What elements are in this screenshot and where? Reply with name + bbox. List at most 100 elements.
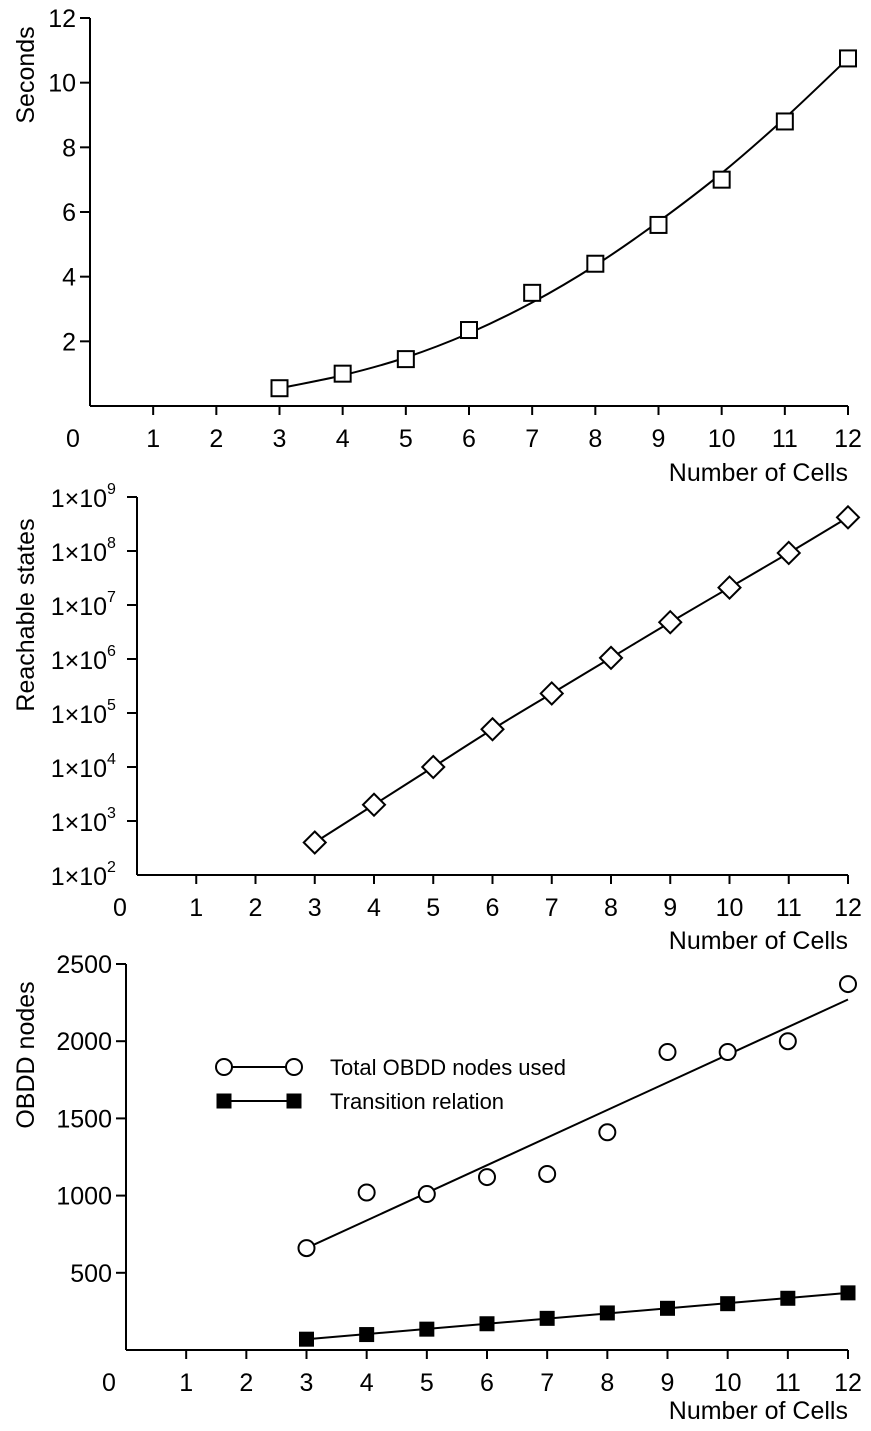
- x-tick-label: 3: [300, 1369, 314, 1397]
- x-tick-label: 9: [663, 894, 677, 922]
- legend-label: Transition relation: [330, 1089, 504, 1114]
- series-0-point: [357, 1183, 376, 1202]
- series-0-point: [598, 645, 624, 671]
- y-tick-label: 1×10: [51, 647, 107, 675]
- series-0-point: [598, 1123, 617, 1142]
- x-tick-label: 4: [336, 425, 350, 453]
- x-tick-label: 3: [308, 894, 322, 922]
- series-0-line: [314, 516, 849, 844]
- series-0-point: [480, 716, 505, 742]
- series-0-point: [712, 170, 731, 189]
- y-tick-label: 8: [62, 134, 76, 162]
- y-tick-exponent: 8: [107, 535, 116, 552]
- legend: Total OBDD nodes used Transition relation: [215, 1055, 566, 1114]
- series-1-point: [359, 1327, 375, 1343]
- x-tick-label: 8: [588, 425, 602, 453]
- x-tick-label: 11: [776, 894, 802, 922]
- y-tick-label: 2500: [56, 951, 112, 979]
- y-tick-exponent: 9: [107, 481, 116, 498]
- series-0-point: [839, 49, 857, 68]
- series-0-point: [539, 681, 565, 706]
- series-0-point: [361, 792, 387, 818]
- series-0-line: [306, 998, 849, 1250]
- series-0-line: [279, 57, 849, 390]
- x-tick-label: 2: [249, 894, 263, 922]
- series-0-point: [776, 540, 802, 566]
- y-tick-label: 1×10: [51, 863, 107, 891]
- x-axis-label: Number of Cells: [669, 927, 848, 955]
- y-tick-exponent: 4: [107, 751, 116, 768]
- x-tick-label: 1: [179, 1369, 193, 1397]
- series-0-point: [649, 215, 668, 234]
- series-1-point: [599, 1305, 615, 1321]
- x-tick-label: 7: [545, 894, 559, 922]
- y-tick-label: 1×10: [51, 701, 107, 729]
- y-axis-label: OBDD nodes: [12, 981, 40, 1128]
- y-tick-exponent: 2: [107, 859, 116, 876]
- legend-marker: [286, 1093, 302, 1109]
- y-tick-label: 12: [48, 5, 76, 33]
- series-0-point: [270, 379, 289, 398]
- series-0-point: [778, 1032, 797, 1051]
- x-tick-label: 5: [399, 425, 413, 453]
- y-axis-label: Seconds: [12, 26, 40, 123]
- y-tick-exponent: 3: [107, 805, 116, 822]
- series-0-point: [717, 575, 742, 601]
- series-0-point: [718, 1043, 737, 1062]
- y-tick-exponent: 7: [107, 589, 116, 606]
- y-tick-label: 1×10: [51, 755, 107, 783]
- x-tick-label: 7: [525, 425, 539, 453]
- series-0-point: [297, 1239, 316, 1258]
- x-tick-label: 3: [273, 425, 287, 453]
- x-tick-label: 0: [113, 894, 127, 922]
- x-tick-label: 9: [661, 1369, 675, 1397]
- x-tick-label: 11: [772, 425, 798, 453]
- series-1-line: [306, 1291, 849, 1341]
- series-1-point: [479, 1316, 495, 1332]
- series-0-point: [586, 254, 605, 273]
- x-tick-label: 6: [480, 1369, 494, 1397]
- y-tick-label: 2: [62, 328, 76, 356]
- series-1-point: [720, 1296, 736, 1312]
- x-tick-label: 1: [189, 894, 203, 922]
- x-tick-label: 12: [834, 894, 862, 922]
- y-tick-label: 4: [62, 264, 76, 292]
- y-tick-label: 1×10: [51, 593, 107, 621]
- series-1-point: [299, 1331, 314, 1347]
- y-tick-label: 1×10: [51, 539, 107, 567]
- series-0-point: [396, 350, 415, 369]
- chart-reachable: 0 1 2 3 4 5 6 7 8 9 10 11 121×10 21×10 31×10 41×10 51×10…: [12, 481, 862, 955]
- series-0-point: [658, 1043, 677, 1062]
- series-1-point: [660, 1300, 675, 1316]
- chart-obdd: 0 1 2 3 4 5 6 7 8 9 10 11 125001000150020002500Numbe…: [12, 951, 862, 1425]
- series-0-point: [333, 364, 352, 383]
- x-tick-label: 2: [209, 425, 223, 453]
- y-tick-label: 1×10: [51, 485, 107, 513]
- x-tick-label: 1: [146, 425, 160, 453]
- y-axis-label: Reachable states: [12, 518, 40, 711]
- x-axis-label: Number of Cells: [669, 1397, 848, 1425]
- series-0-point: [775, 112, 794, 131]
- series-0-point: [420, 754, 446, 780]
- series-0-point: [835, 504, 861, 530]
- x-tick-label: 12: [834, 425, 862, 453]
- legend-marker: [285, 1058, 303, 1076]
- x-tick-label: 8: [600, 1369, 614, 1397]
- y-tick-label: 2000: [56, 1028, 112, 1056]
- series-1-point: [419, 1321, 435, 1337]
- x-tick-label: 0: [66, 425, 80, 453]
- x-tick-label: 10: [716, 894, 744, 922]
- y-tick-exponent: 6: [107, 643, 116, 660]
- legend-marker: [215, 1058, 233, 1076]
- x-tick-label: 6: [486, 894, 500, 922]
- series-1-point: [780, 1290, 796, 1306]
- series-0-point: [478, 1168, 496, 1187]
- x-tick-label: 5: [426, 894, 440, 922]
- series-0-point: [302, 830, 328, 855]
- y-tick-label: 6: [62, 199, 76, 227]
- y-tick-label: 1500: [56, 1105, 112, 1133]
- y-tick-label: 500: [70, 1260, 112, 1288]
- series-0-point: [839, 975, 857, 994]
